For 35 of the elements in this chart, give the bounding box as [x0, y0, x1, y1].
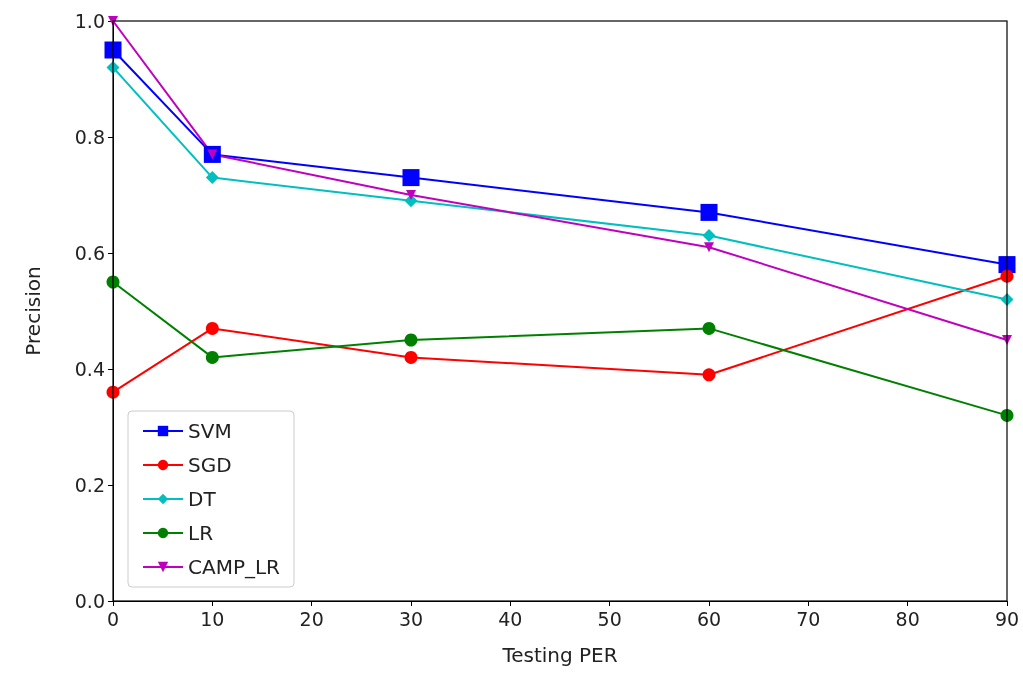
legend-label: SVM — [188, 419, 232, 443]
x-tick-label: 80 — [895, 607, 920, 630]
point — [205, 321, 219, 335]
point — [404, 333, 418, 347]
x-tick-label: 70 — [796, 607, 821, 630]
y-tick-label: 0.2 — [74, 474, 105, 496]
x-tick-label: 0 — [106, 607, 120, 630]
y-axis-title: Precision — [21, 266, 45, 356]
x-tick-label: 40 — [498, 607, 523, 630]
y-tick-label: 0.0 — [74, 590, 105, 612]
point — [404, 350, 418, 364]
x-axis-title: Testing PER — [501, 643, 618, 667]
legend-label: LR — [188, 521, 214, 545]
point — [205, 171, 219, 185]
point — [704, 242, 714, 253]
x-tick-label: 30 — [398, 607, 424, 630]
y-tick-label: 0.6 — [74, 242, 105, 264]
x-tick-label: 20 — [299, 607, 324, 630]
x-tick-label: 90 — [994, 607, 1020, 630]
y-tick-label: 0.8 — [74, 126, 105, 148]
point — [702, 368, 716, 382]
legend-label: SGD — [188, 453, 232, 477]
point — [205, 350, 219, 364]
legend-label: DT — [188, 487, 217, 511]
point — [700, 203, 718, 221]
point — [406, 190, 416, 200]
point — [702, 229, 716, 243]
y-tick-label: 1.0 — [74, 10, 105, 32]
legend-label: CAMP_LR — [188, 555, 281, 579]
x-tick-label: 10 — [200, 607, 225, 630]
point — [402, 169, 420, 187]
point — [702, 321, 716, 335]
y-tick-label: 0.4 — [74, 358, 105, 380]
x-tick-label: 50 — [597, 607, 622, 630]
x-tick-label: 60 — [696, 607, 722, 630]
